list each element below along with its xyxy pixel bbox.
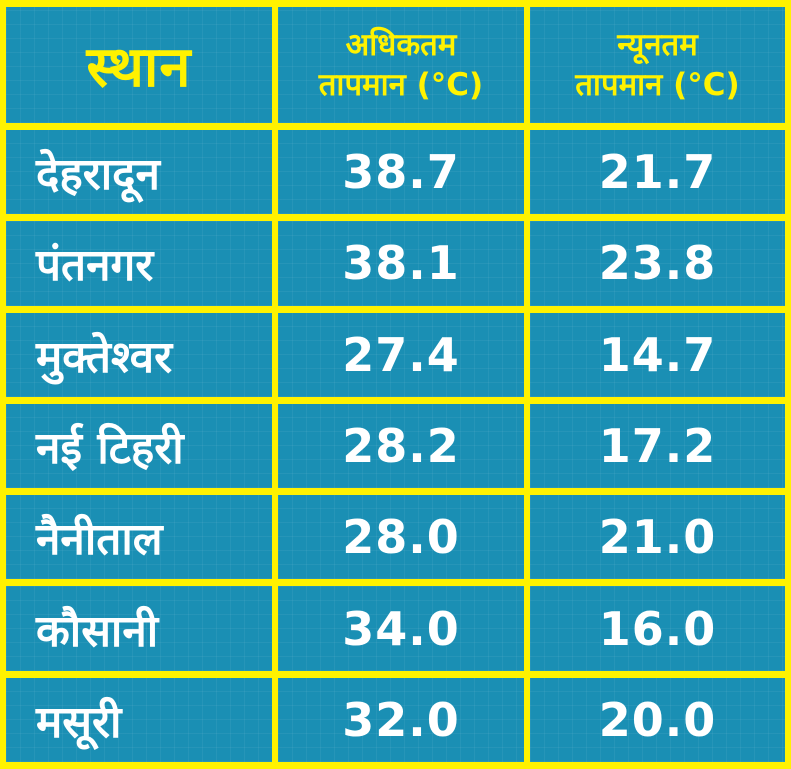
max-temp-cell: 38.1 — [278, 221, 524, 306]
min-temp-cell: 23.8 — [530, 221, 785, 306]
place-cell: नई टिहरी — [6, 403, 272, 489]
place-cell: देहरादून — [6, 130, 272, 215]
max-temp-cell: 28.2 — [278, 403, 524, 489]
min-temp-header-line2: तापमान (°C) — [575, 67, 740, 103]
table-row: देहरादून 38.7 21.7 — [6, 130, 785, 215]
max-temp-header-line2: तापमान (°C) — [318, 67, 484, 103]
max-temp-column-header: अधिकतम तापमान (°C) — [278, 7, 524, 123]
table-row: नई टिहरी 28.2 17.2 — [6, 403, 785, 489]
min-temp-cell: 16.0 — [530, 586, 785, 671]
min-temp-cell: 17.2 — [530, 403, 785, 489]
table-row: कौसानी 34.0 16.0 — [6, 586, 785, 671]
table-row: पंतनगर 38.1 23.8 — [6, 221, 785, 306]
table-row: नैनीताल 28.0 21.0 — [6, 495, 785, 580]
place-cell: कौसानी — [6, 586, 272, 671]
max-temp-cell: 34.0 — [278, 586, 524, 671]
min-temp-cell: 21.0 — [530, 495, 785, 580]
min-temp-column-header: न्यूनतम तापमान (°C) — [530, 7, 785, 123]
place-cell: पंतनगर — [6, 221, 272, 306]
max-temp-cell: 32.0 — [278, 677, 524, 762]
place-cell: नैनीताल — [6, 495, 272, 580]
max-temp-cell: 28.0 — [278, 495, 524, 580]
min-temp-cell: 20.0 — [530, 677, 785, 762]
max-temp-header-line1: अधिकतम — [345, 27, 457, 63]
place-cell: मुक्तेश्वर — [6, 312, 272, 397]
table-body: देहरादून 38.7 21.7 पंतनगर 38.1 23.8 मुक्… — [6, 130, 785, 762]
table-header: स्थान अधिकतम तापमान (°C) न्यूनतम तापमान … — [6, 7, 785, 123]
table-row: मुक्तेश्वर 27.4 14.7 — [6, 312, 785, 397]
min-temp-cell: 21.7 — [530, 130, 785, 215]
place-column-header: स्थान — [6, 7, 272, 123]
place-cell: मसूरी — [6, 677, 272, 762]
min-temp-cell: 14.7 — [530, 312, 785, 397]
max-temp-cell: 38.7 — [278, 130, 524, 215]
header-row: स्थान अधिकतम तापमान (°C) न्यूनतम तापमान … — [6, 7, 785, 123]
max-temp-cell: 27.4 — [278, 312, 524, 397]
table-row: मसूरी 32.0 20.0 — [6, 677, 785, 762]
min-temp-header-line1: न्यूनतम — [617, 27, 698, 63]
